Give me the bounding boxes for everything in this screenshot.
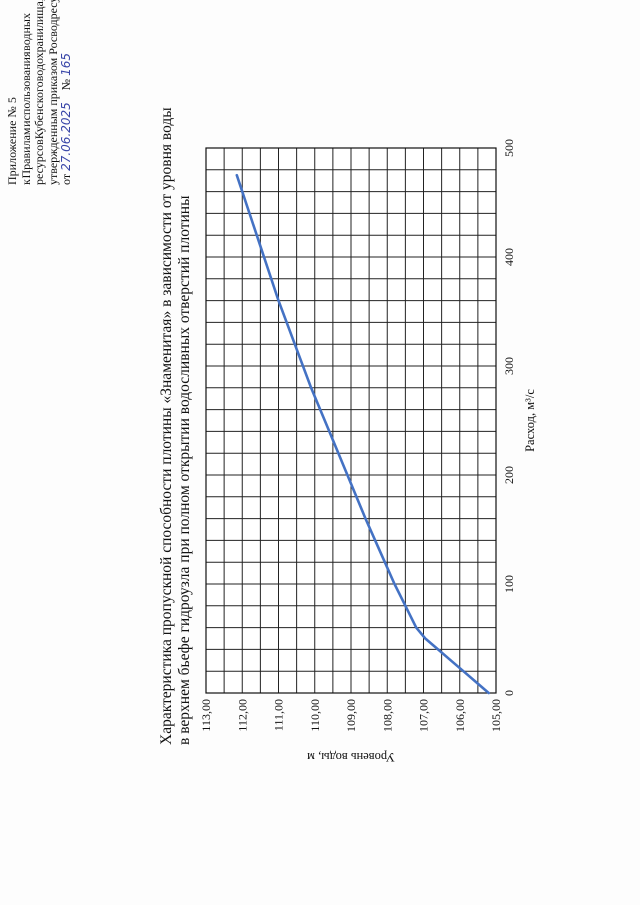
x-axis-label: Расход, м³/с	[523, 389, 537, 452]
y-tick-label: 112,00	[235, 699, 249, 732]
x-tick-label: 100	[502, 575, 516, 593]
y-axis-label: Уровень воды, м	[307, 750, 395, 764]
x-tick-label: 500	[502, 139, 516, 157]
x-tick-label: 0	[502, 690, 516, 696]
y-tick-label: 106,00	[453, 699, 467, 732]
y-tick-label: 109,00	[344, 699, 358, 732]
y-tick-label: 105,00	[489, 699, 503, 732]
y-tick-label: 108,00	[380, 699, 394, 732]
y-tick-label: 110,00	[308, 699, 322, 732]
plot-frame	[205, 147, 497, 694]
y-tick-label: 107,00	[417, 699, 431, 732]
y-tick-label: 111,00	[272, 699, 286, 731]
y-tick-label: 113,00	[199, 699, 213, 732]
series-line	[235, 173, 490, 695]
x-tick-label: 200	[502, 466, 516, 484]
x-tick-label: 300	[502, 357, 516, 375]
x-tick-label: 400	[502, 248, 516, 266]
